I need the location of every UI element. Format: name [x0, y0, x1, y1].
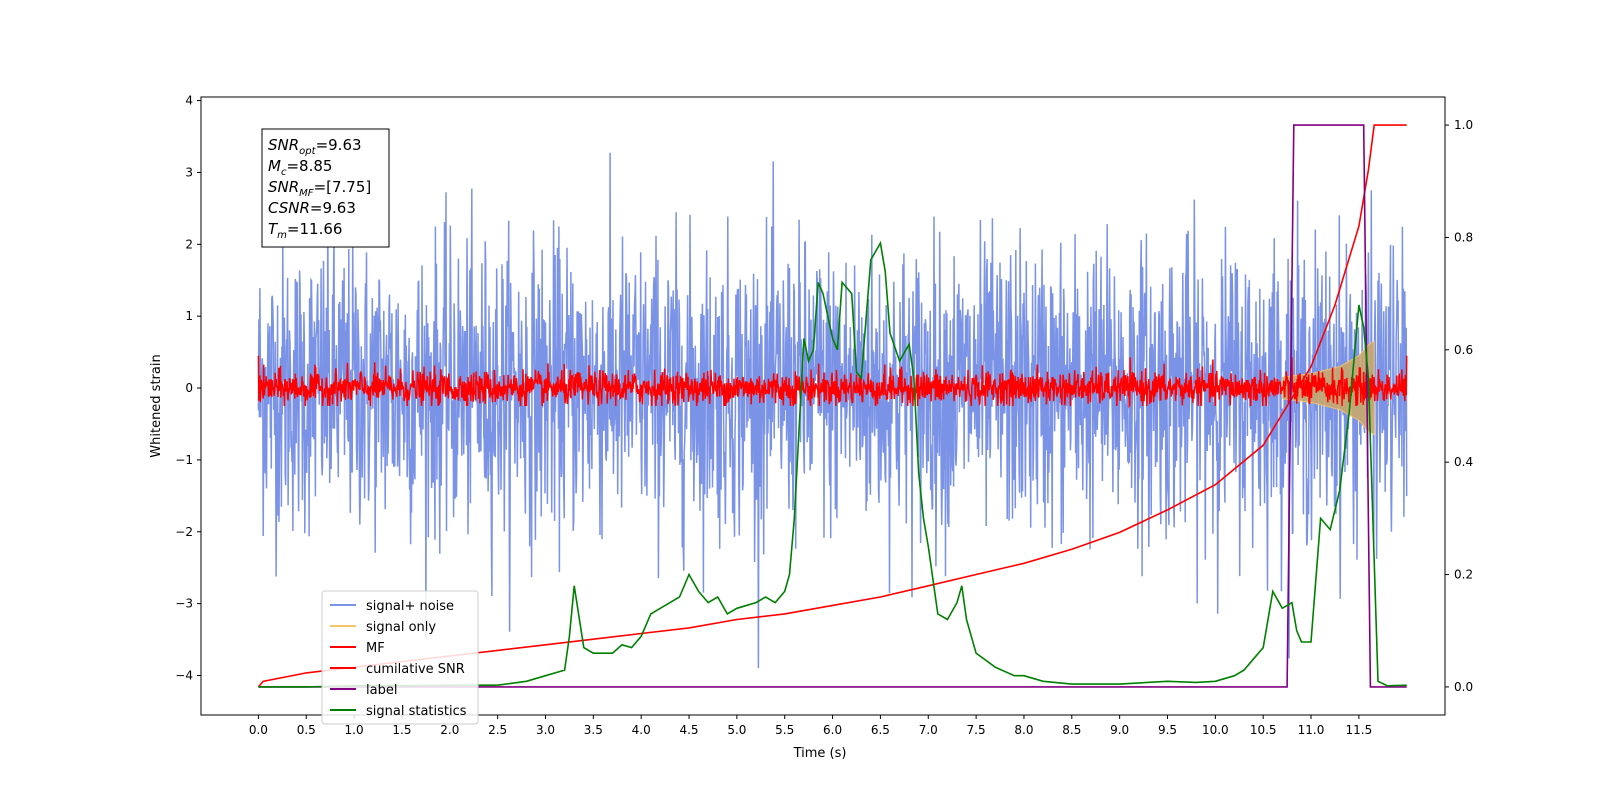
- x-tick-label: 0.5: [297, 723, 316, 737]
- x-tick-label: 11.0: [1298, 723, 1325, 737]
- x-tick-label: 9.5: [1158, 723, 1177, 737]
- series-signal-noise: [257, 152, 1408, 669]
- stats-line: SNRopt=9.63: [268, 136, 362, 157]
- legend-label-mf: MF: [366, 641, 385, 656]
- y-tick-label: 1: [185, 309, 193, 323]
- x-tick-label: 3.0: [536, 723, 555, 737]
- y2-tick-label: 0.6: [1454, 343, 1473, 357]
- y-axis-left: 4 3 2 1 0 −1 −2 −3 −4: [175, 94, 201, 682]
- series-signal-statistics: [258, 240, 1407, 688]
- y-tick-label: 0: [185, 381, 193, 395]
- stats-line: SNRMF=[7.75]: [268, 178, 371, 199]
- axes-frame: [200, 96, 1446, 716]
- y2-tick-label: 0.4: [1454, 455, 1473, 469]
- x-tick-label: 10.0: [1202, 723, 1229, 737]
- x-tick-label: 10.5: [1250, 723, 1277, 737]
- x-tick-label: 2.0: [440, 723, 459, 737]
- x-tick-label: 8.5: [1062, 723, 1081, 737]
- legend-label-signal-noise: signal+ noise: [366, 599, 454, 614]
- series-label: [258, 124, 1407, 688]
- x-tick-label: 3.5: [584, 723, 603, 737]
- y-tick-label: 4: [185, 94, 193, 108]
- y-tick-label: 3: [185, 165, 193, 179]
- legend-label-label: label: [366, 683, 397, 698]
- x-tick-label: 1.0: [345, 723, 364, 737]
- stats-line: CSNR=9.63: [268, 199, 356, 217]
- x-tick-label: 9.0: [1110, 723, 1129, 737]
- stats-box-frame: [261, 128, 390, 248]
- x-tick-label: 5.0: [727, 723, 746, 737]
- x-tick-label: 4.0: [632, 723, 651, 737]
- y-tick-label: −3: [175, 597, 193, 611]
- x-tick-label: 11.5: [1346, 723, 1373, 737]
- y-tick-label: 2: [185, 237, 193, 251]
- legend-frame: [321, 590, 479, 725]
- x-tick-label: 7.0: [919, 723, 938, 737]
- legend-label-cumilative-snr: cumilative SNR: [366, 662, 465, 677]
- x-tick-label: 1.5: [392, 723, 411, 737]
- y-axis-right: 1.0 0.8 0.6 0.4 0.2 0.0: [1445, 118, 1473, 694]
- legend: signal+ noise signal only MF cumilative SNR…: [321, 590, 479, 725]
- y-tick-label: −4: [175, 668, 193, 682]
- x-axis: 0.0 0.5 1.0 1.5 2.0 2.5 3.0 3.5 4.0 4.5 5.0 5.5 6.0 6…: [249, 715, 1372, 737]
- x-tick-label: 5.5: [775, 723, 794, 737]
- x-tick-label: 6.0: [823, 723, 842, 737]
- x-tick-label: 4.5: [679, 723, 698, 737]
- legend-label-signal-statistics: signal statistics: [366, 704, 467, 719]
- x-tick-label: 6.5: [871, 723, 890, 737]
- y2-tick-label: 0.0: [1454, 680, 1473, 694]
- series-mf: [257, 355, 1408, 409]
- stats-line: Tm=11.66: [268, 220, 342, 241]
- y2-tick-label: 0.8: [1454, 230, 1473, 244]
- x-tick-label: 8.0: [1014, 723, 1033, 737]
- x-tick-label: 0.0: [249, 723, 268, 737]
- y-axis-label: Whitened strain: [149, 354, 164, 457]
- y-tick-label: −2: [175, 525, 193, 539]
- legend-label-signal-only: signal only: [366, 620, 436, 635]
- y2-tick-label: 1.0: [1454, 118, 1473, 132]
- y2-tick-label: 0.2: [1454, 568, 1473, 582]
- x-axis-label: Time (s): [793, 746, 847, 761]
- stats-line: Mc=8.85: [268, 157, 332, 178]
- x-tick-label: 7.5: [967, 723, 986, 737]
- y-tick-label: −1: [175, 453, 193, 467]
- x-tick-label: 2.5: [488, 723, 507, 737]
